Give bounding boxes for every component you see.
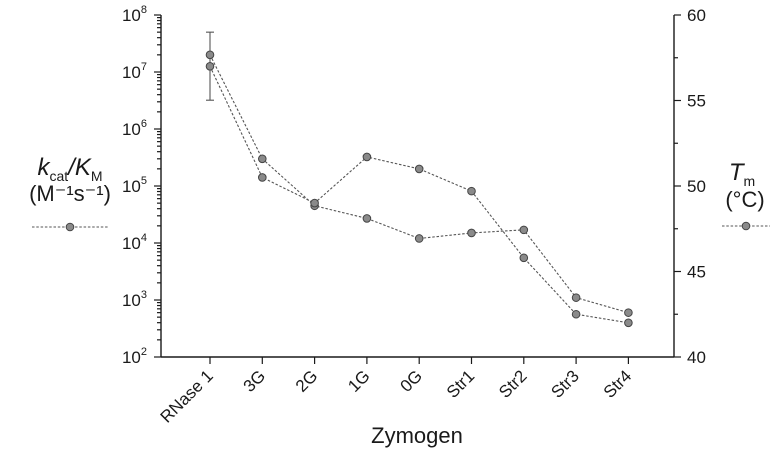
left-tick-label-exp: 2 (141, 346, 147, 358)
left-tick-label-base: 10 (122, 120, 141, 139)
x-tick-label: Str4 (600, 366, 635, 401)
left-tick-label-exp: 8 (141, 4, 147, 16)
series-left-point (258, 154, 267, 164)
x-tick-label: Str3 (547, 366, 582, 401)
series-left-point (467, 228, 476, 238)
series-right-point (414, 164, 424, 174)
x-tick-label: 3G (240, 366, 269, 395)
right-tick-label: 45 (687, 263, 706, 282)
left-axis-title: kcat/KM (M⁻¹s⁻¹) (29, 154, 111, 232)
left-tick-label-base: 10 (122, 177, 141, 196)
right-tick-label: 55 (687, 92, 706, 111)
left-tick-label-base: 10 (122, 6, 141, 25)
x-axis-title: Zymogen (371, 423, 463, 448)
plot-series (205, 31, 633, 328)
series-right-point (205, 62, 215, 71)
series-right-point (258, 173, 267, 182)
right-axis-title: Tm (°C) (722, 159, 770, 231)
series-right-point (310, 198, 319, 208)
right-tick-label: 60 (687, 6, 706, 25)
left-tick-label: 104 (122, 232, 147, 253)
left-axis-units: (M⁻¹s⁻¹) (29, 181, 111, 206)
svg-text:Tm: Tm (729, 159, 755, 189)
left-tick-label-exp: 4 (141, 232, 147, 244)
series-left-point (414, 234, 424, 243)
left-tick-label-exp: 3 (141, 289, 147, 301)
series-right-point (519, 253, 529, 263)
x-tick-label: 0G (397, 366, 426, 395)
right-axis-title-sub: m (744, 173, 756, 189)
left-tick-label: 108 (122, 4, 147, 25)
left-axis-title-km: /K (66, 154, 92, 181)
left-tick-label-base: 10 (122, 291, 141, 310)
series-left-point (362, 214, 372, 223)
left-tick-label-base: 10 (122, 63, 141, 82)
left-axis-title-k: k (37, 154, 51, 181)
x-tick-label: 1G (344, 366, 373, 395)
left-tick-label: 105 (122, 175, 147, 196)
x-tick-label: 2G (292, 366, 321, 395)
x-tick-label: Str2 (495, 366, 530, 401)
left-tick-label-exp: 5 (141, 175, 147, 187)
right-axis-units: (°C) (725, 187, 764, 212)
x-tick-label: RNase 1 (157, 366, 217, 426)
svg-text:kcat/KM: kcat/KM (37, 154, 102, 184)
right-tick-label: 40 (687, 348, 706, 367)
left-axis-title-sub-m: M (91, 168, 103, 184)
series-left-point (571, 293, 581, 302)
left-tick-label-exp: 6 (141, 118, 147, 130)
x-tick-label: Str1 (443, 366, 478, 401)
right-axis-ticks: 40 45 50 55 60 (674, 6, 706, 367)
series-left-line (209, 54, 629, 314)
left-tick-label-base: 10 (122, 234, 141, 253)
left-tick-label: 106 (122, 118, 147, 139)
x-axis-ticks: RNase 1 3G 2G 1G 0G Str1 Str2 Str3 Str4 (157, 357, 635, 427)
series-left-point (519, 225, 529, 235)
series-right-point (571, 309, 581, 319)
left-tick-label: 102 (122, 346, 147, 367)
left-axis-legend-marker (65, 222, 75, 232)
right-axis-title-t: T (729, 159, 746, 186)
series-right-point (467, 186, 476, 196)
left-tick-label: 107 (122, 61, 147, 82)
right-axis-legend-marker (741, 221, 751, 231)
series-right-line (209, 66, 629, 324)
left-tick-label-base: 10 (122, 348, 141, 367)
series-left-point (205, 50, 215, 60)
series-right-point (362, 152, 372, 162)
left-axis-title-sub-cat: cat (49, 168, 68, 184)
series-right-point (624, 318, 633, 328)
left-tick-label-exp: 7 (141, 61, 147, 73)
left-tick-label: 103 (122, 289, 147, 310)
right-tick-label: 50 (687, 177, 706, 196)
series-left-point (624, 308, 633, 317)
